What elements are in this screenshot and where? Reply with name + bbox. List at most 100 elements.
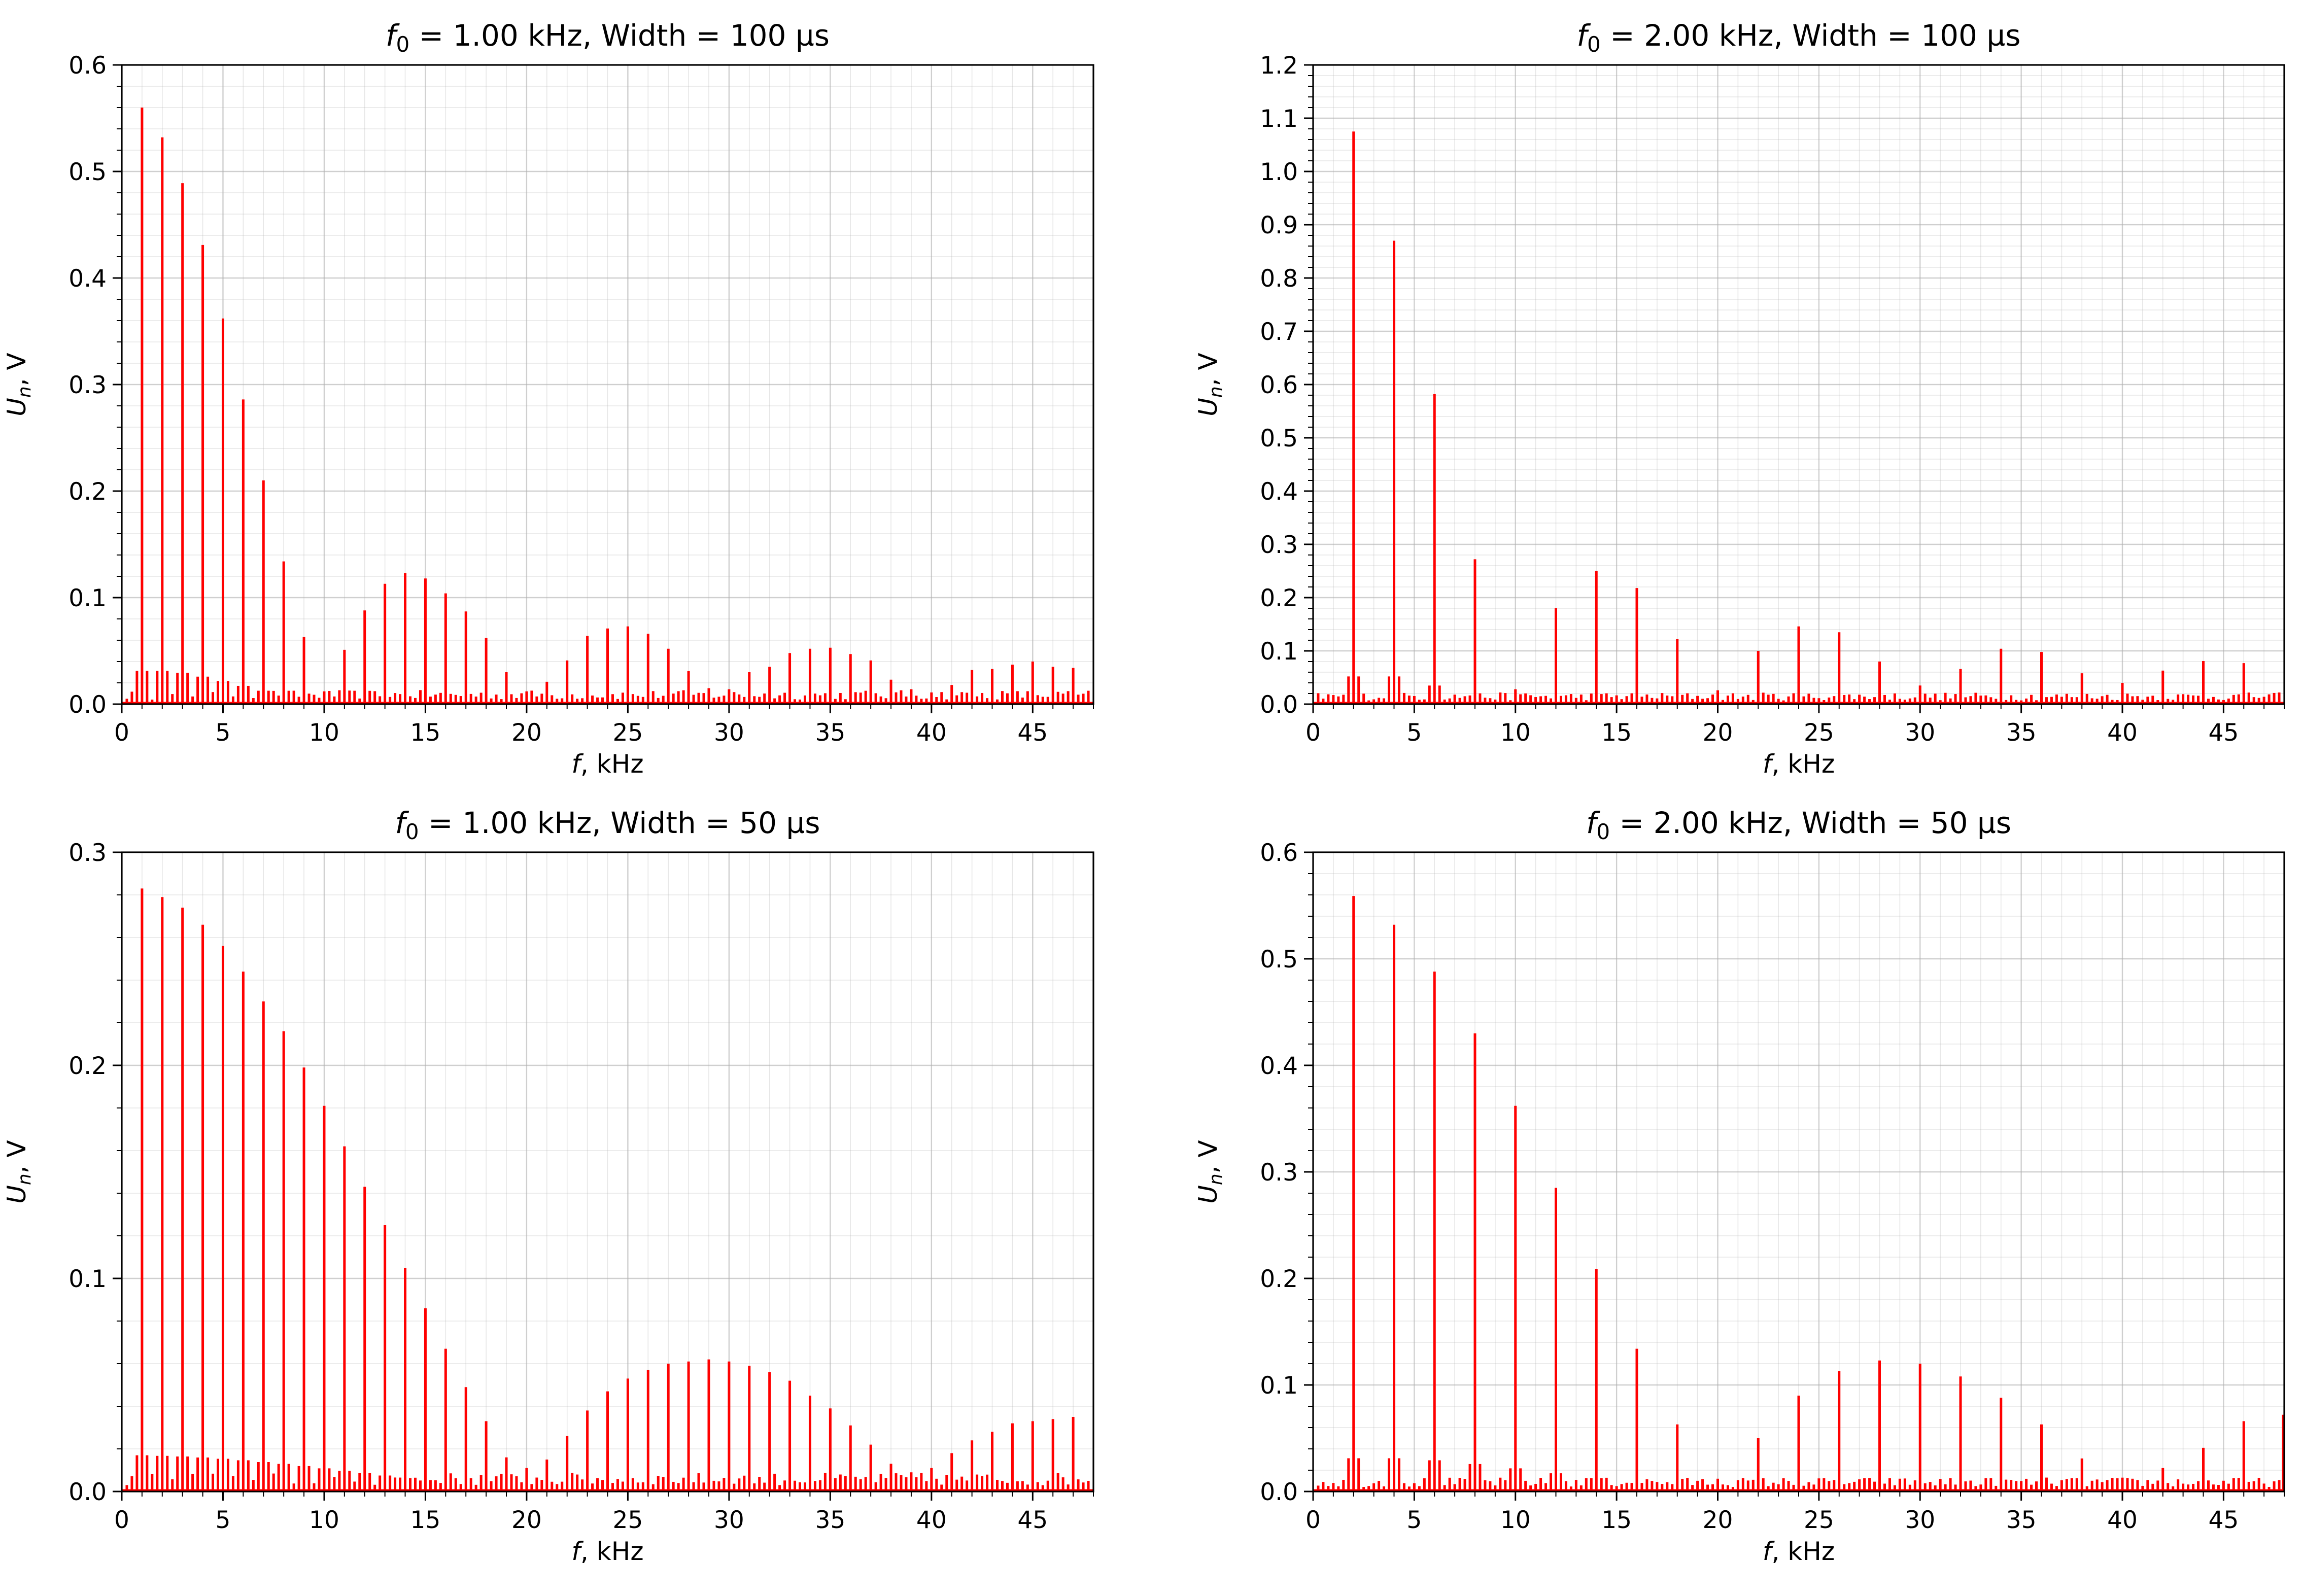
y-tick-label: 0.0 xyxy=(1260,1478,1298,1506)
y-tick-label: 0.5 xyxy=(1260,946,1298,974)
y-tick-label: 0.3 xyxy=(1260,531,1298,559)
y-axis: 0.0 0.1 0.2 0.3 0.4 0.5 0.6 0.7 0.8 0.9 1.0 1.1 1.2 xyxy=(1260,52,1313,719)
x-axis: 0 5 10 15 20 25 30 35 40 45 xyxy=(114,1491,1094,1534)
x-tick-label: 15 xyxy=(1601,719,1632,747)
y-axis: 0.0 0.1 0.2 0.3 0.4 0.5 0.6 xyxy=(68,52,122,719)
x-tick-label: 25 xyxy=(1804,719,1834,747)
x-tick-label: 30 xyxy=(714,719,744,747)
x-tick-label: 40 xyxy=(916,1506,947,1534)
x-tick-label: 5 xyxy=(216,719,231,747)
y-axis-label: Un, V xyxy=(1193,353,1226,416)
y-tick-label: 0.5 xyxy=(1260,425,1298,453)
y-tick-label: 0.3 xyxy=(1260,1159,1298,1187)
chart-panel-1: 0 5 10 15 20 25 30 35 40 45 0.0 0.1 0.2 0.3 0.4 0.5 0.6 f… xyxy=(2,18,1094,779)
y-tick-label: 0.5 xyxy=(68,158,107,186)
chart-title: f0 = 1.00 kHz, Width = 100 µs xyxy=(386,18,830,57)
x-tick-label: 35 xyxy=(2006,1506,2037,1534)
x-tick-label: 35 xyxy=(2006,719,2037,747)
y-tick-label: 1.2 xyxy=(1260,52,1298,80)
chart-title: f0 = 1.00 kHz, Width = 50 µs xyxy=(395,806,820,844)
x-tick-label: 10 xyxy=(309,1506,339,1534)
y-axis: 0.0 0.1 0.2 0.3 xyxy=(68,839,122,1506)
y-tick-label: 0.4 xyxy=(1260,1052,1298,1080)
harmonic-stems xyxy=(1352,896,2285,1491)
x-tick-label: 10 xyxy=(1500,719,1531,747)
y-tick-label: 0.3 xyxy=(68,371,107,399)
chart-panel-2: 0 5 10 15 20 25 30 35 40 450.00.10.20.30.40.50.60… xyxy=(1193,18,2285,779)
x-tick-label: 40 xyxy=(2107,719,2138,747)
y-tick-label: 0.8 xyxy=(1260,265,1298,293)
x-tick-label: 20 xyxy=(1703,1506,1733,1534)
y-tick-label: 0.6 xyxy=(1260,839,1298,867)
x-tick-label: 35 xyxy=(815,1506,845,1534)
x-tick-label: 25 xyxy=(612,719,643,747)
y-tick-label: 0.4 xyxy=(68,265,107,293)
y-tick-label: 0.4 xyxy=(1260,478,1298,506)
y-tick-label: 0.0 xyxy=(68,1478,107,1506)
x-tick-label: 45 xyxy=(2208,1506,2239,1534)
x-tick-label: 40 xyxy=(2107,1506,2138,1534)
y-tick-label: 0.1 xyxy=(1260,1372,1298,1400)
y-tick-label: 0.3 xyxy=(68,839,107,867)
x-tick-label: 15 xyxy=(1601,1506,1632,1534)
x-tick-label: 25 xyxy=(1804,1506,1834,1534)
x-axis: 0 5 10 15 20 25 30 35 40 45 xyxy=(114,704,1094,747)
y-tick-label: 0.2 xyxy=(68,478,107,506)
y-tick-label: 1.0 xyxy=(1260,158,1298,186)
x-tick-label: 0 xyxy=(114,719,129,747)
x-tick-label: 5 xyxy=(1406,719,1422,747)
x-axis: 0 5 10 15 20 25 30 35 40 45 xyxy=(1305,704,2285,747)
y-axis-label: Un, V xyxy=(1193,1140,1226,1203)
y-tick-label: 0.6 xyxy=(1260,371,1298,399)
x-tick-label: 0 xyxy=(1305,1506,1321,1534)
x-tick-label: 30 xyxy=(1905,719,1935,747)
x-tick-label: 10 xyxy=(1500,1506,1531,1534)
y-tick-label: 0.9 xyxy=(1260,212,1298,239)
y-tick-label: 0.0 xyxy=(68,691,107,719)
chart-title: f0 = 2.00 kHz, Width = 100 µs xyxy=(1577,18,2021,57)
harmonic-stems xyxy=(1352,131,2245,704)
y-axis-label: Un, V xyxy=(2,353,35,416)
chart-panel-4: 0 5 10 15 20 25 30 35 40 45 0.0 0.1 0.2 0.3 0.4 0.5 0.6 f… xyxy=(1193,806,2285,1566)
harmonic-stems xyxy=(141,108,1075,704)
x-axis-label: f, kHz xyxy=(1763,749,1835,779)
y-axis-label: Un, V xyxy=(2,1140,35,1203)
x-axis-label: f, kHz xyxy=(1763,1537,1835,1566)
x-tick-label: 15 xyxy=(410,1506,441,1534)
x-axis: 0 5 10 15 20 25 30 35 40 45 xyxy=(1305,1491,2285,1534)
x-tick-label: 20 xyxy=(511,1506,542,1534)
y-tick-label: 0.7 xyxy=(1260,318,1298,346)
y-tick-label: 0.2 xyxy=(1260,1265,1298,1293)
x-tick-label: 25 xyxy=(612,1506,643,1534)
y-tick-label: 0.2 xyxy=(68,1052,107,1080)
x-tick-label: 20 xyxy=(1703,719,1733,747)
x-tick-label: 5 xyxy=(216,1506,231,1534)
y-tick-label: 0.1 xyxy=(68,1265,107,1293)
y-axis: 0.0 0.1 0.2 0.3 0.4 0.5 0.6 xyxy=(1260,839,1313,1506)
x-tick-label: 15 xyxy=(410,719,441,747)
x-tick-label: 45 xyxy=(1017,719,1048,747)
x-tick-label: 10 xyxy=(309,719,339,747)
y-tick-label: 0.1 xyxy=(68,584,107,612)
x-tick-label: 45 xyxy=(1017,1506,1048,1534)
y-tick-label: 0.6 xyxy=(68,52,107,80)
x-tick-label: 0 xyxy=(114,1506,129,1534)
x-tick-label: 0 xyxy=(1305,719,1321,747)
harmonic-stems xyxy=(141,888,1075,1491)
x-tick-label: 30 xyxy=(714,1506,744,1534)
x-tick-label: 40 xyxy=(916,719,947,747)
x-tick-label: 5 xyxy=(1406,1506,1422,1534)
y-tick-label: 1.1 xyxy=(1260,105,1298,133)
y-tick-label: 0.0 xyxy=(1260,691,1298,719)
x-tick-label: 45 xyxy=(2208,719,2239,747)
x-tick-label: 30 xyxy=(1905,1506,1935,1534)
x-axis-label: f, kHz xyxy=(571,749,643,779)
y-tick-label: 0.2 xyxy=(1260,584,1298,612)
x-axis-label: f, kHz xyxy=(571,1537,643,1566)
x-tick-label: 35 xyxy=(815,719,845,747)
y-tick-label: 0.1 xyxy=(1260,638,1298,666)
chart-title: f0 = 2.00 kHz, Width = 50 µs xyxy=(1586,806,2011,844)
chart-panel-3: 0 5 10 15 20 25 30 35 40 45 0.0 0.1 0.2 0.3 f, kHz Un, … xyxy=(2,806,1094,1566)
